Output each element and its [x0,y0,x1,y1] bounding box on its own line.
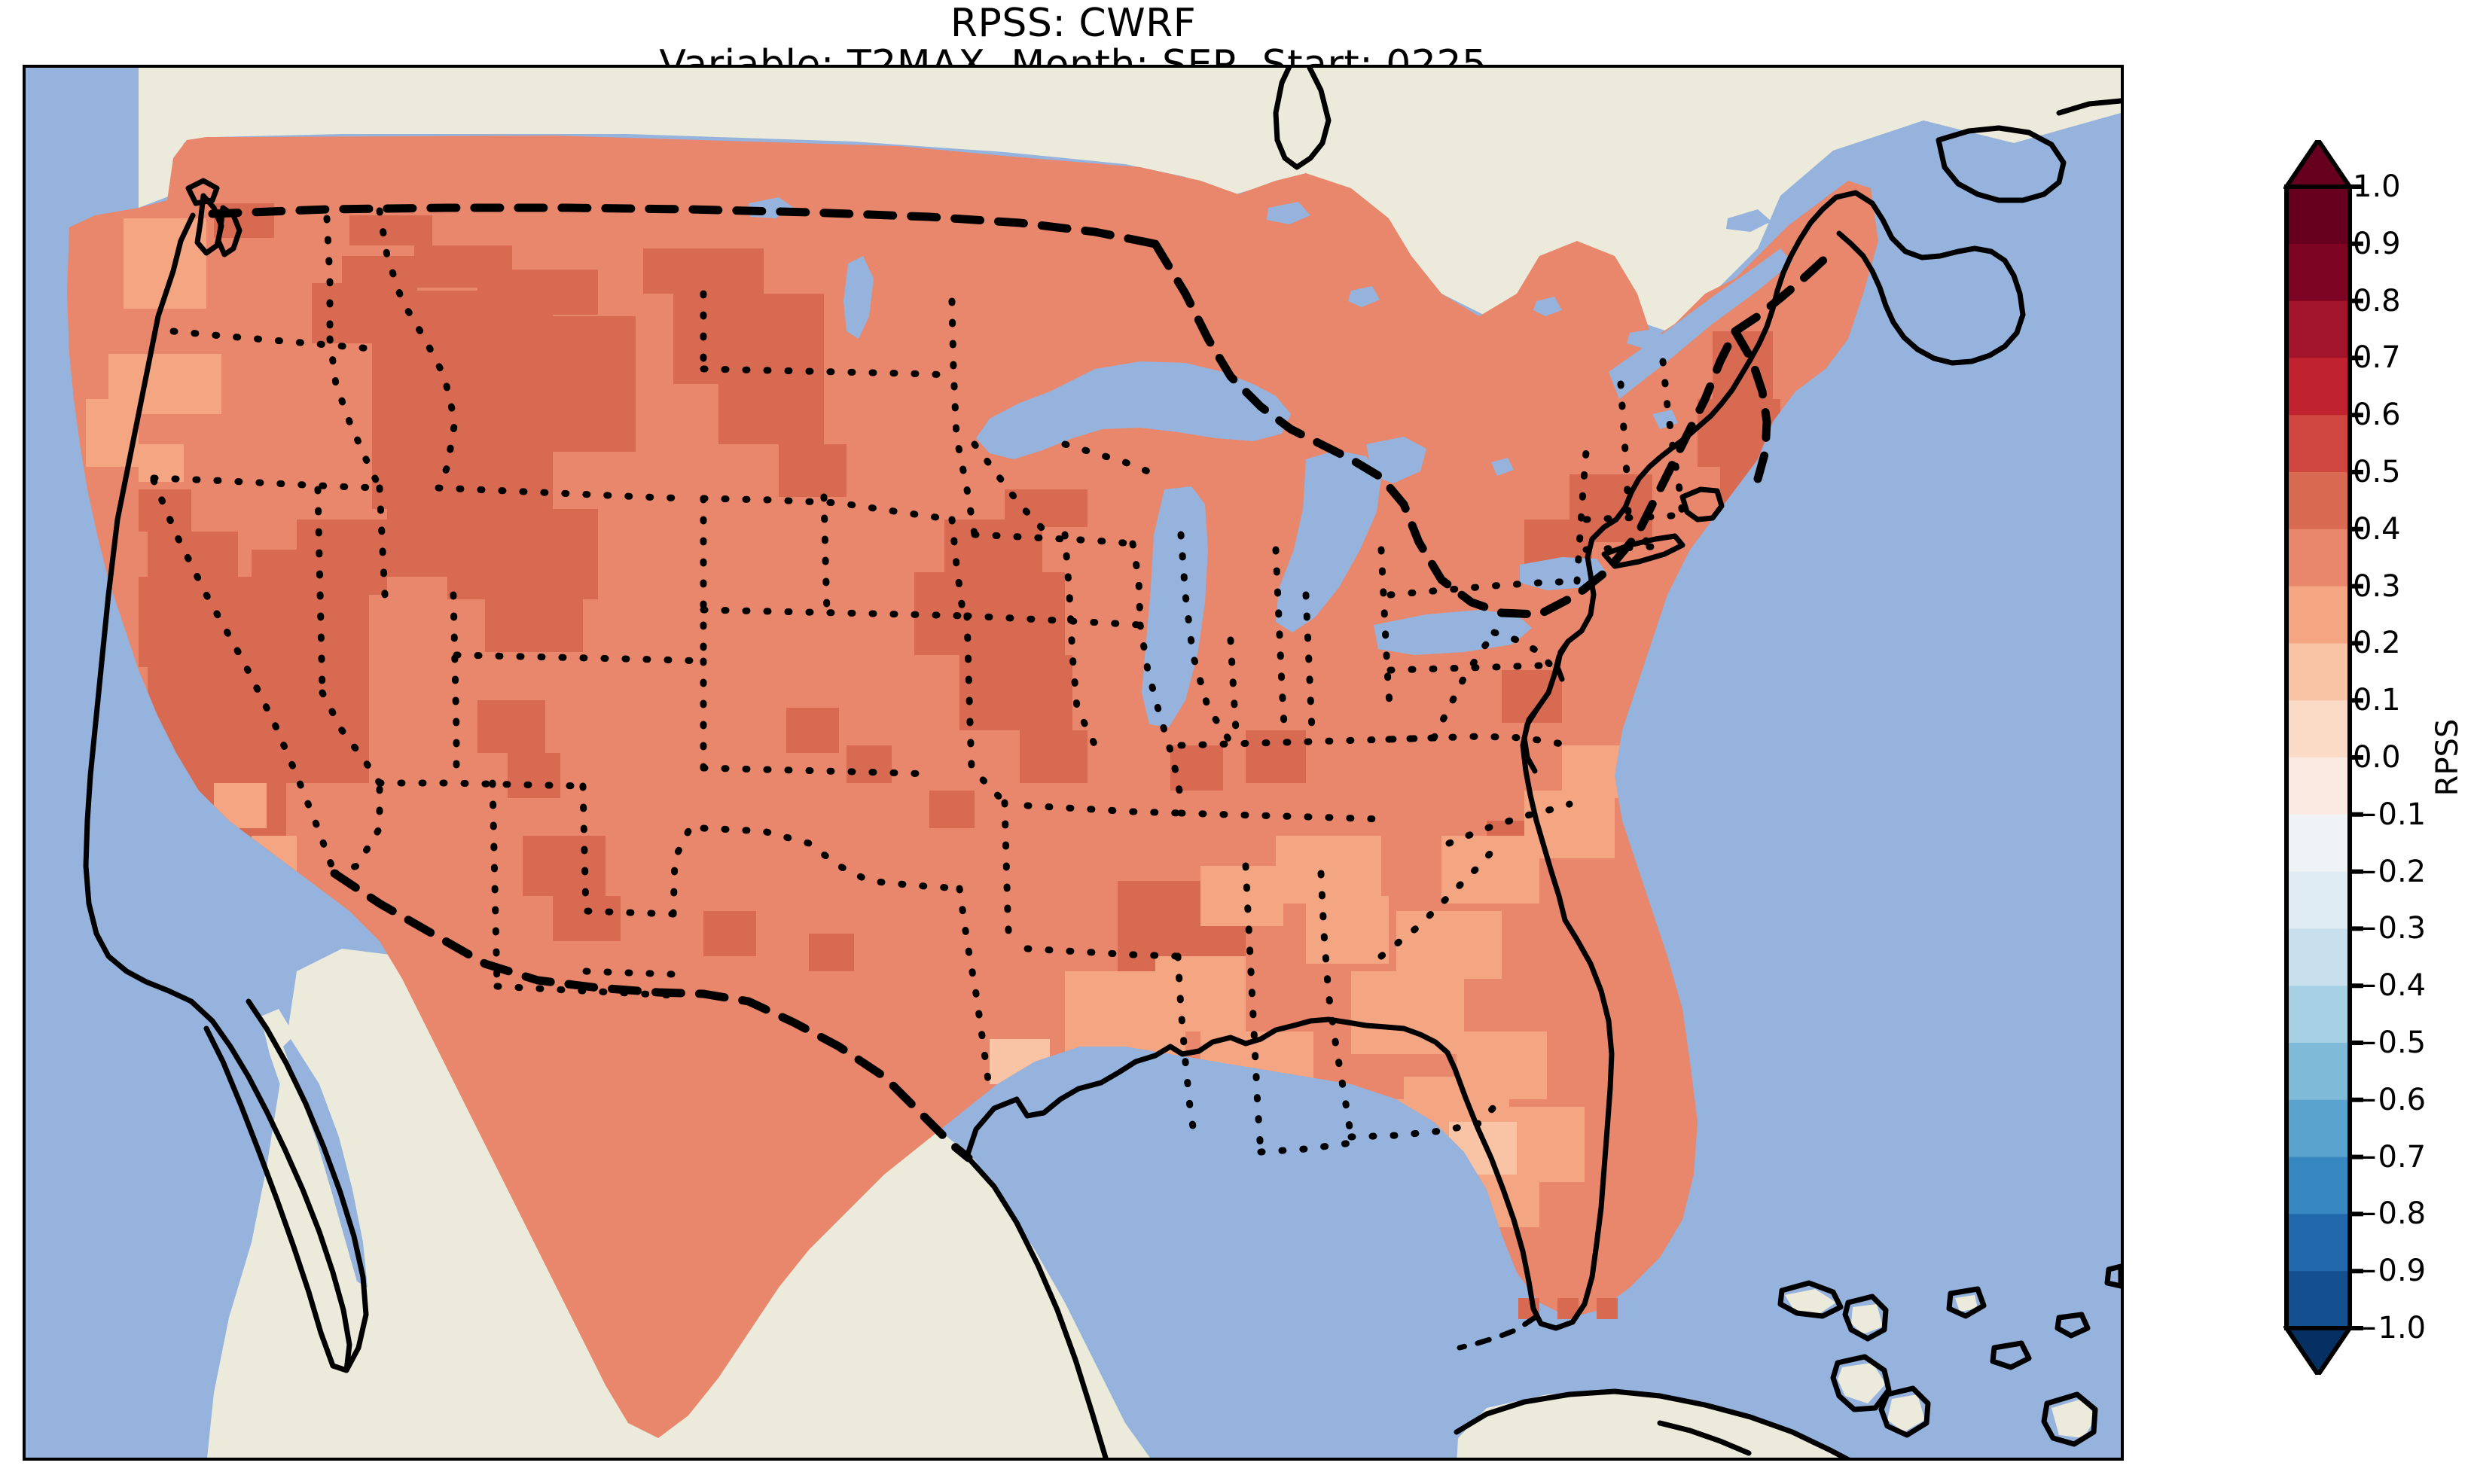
colorbar-tick-label: 1.0 [2353,169,2401,204]
map-axes[interactable] [23,65,2124,1461]
colorbar-tick-label: −0.8 [2353,1196,2427,1232]
colorbar-tick-label: 0.7 [2353,340,2401,376]
colorbar-tick-label: −0.4 [2353,968,2427,1004]
colorbar-tick-label: −0.2 [2353,854,2427,889]
colorbar-swatches [2283,140,2363,1375]
title-line-1: RPSS: CWRF [950,1,1197,46]
colorbar-tick-label: 0.3 [2353,568,2401,604]
colorbar-tick-label: 0.4 [2353,511,2401,547]
colorbar-tick-label: 0.5 [2353,455,2401,489]
colorbar-tick-label: 0.6 [2353,398,2401,433]
colorbar-tick-label: −0.5 [2353,1025,2427,1060]
colorbar[interactable]: 1.0 0.9 0.8 0.7 0.6 0.5 0.4 0.3 0.2 0.1 0.0 −0.1 −0.… [2283,140,2472,1375]
colorbar-tick-label: −0.7 [2353,1139,2427,1175]
colorbar-axis-label: RPSS [2430,718,2465,797]
colorbar-tick-label: 0.8 [2353,283,2401,318]
colorbar-tick-label: 0.9 [2353,226,2401,261]
colorbar-tick-label: −0.1 [2353,797,2427,832]
colorbar-tick-label: −0.9 [2353,1254,2427,1289]
colorbar-tick-label: −0.3 [2353,911,2427,946]
colorbar-tick-label: 0.2 [2353,626,2401,661]
rpss-map [26,68,2121,1458]
colorbar-tick-label: −1.0 [2353,1311,2427,1345]
colorbar-tick-label: 0.1 [2353,683,2401,718]
colorbar-tick-label: −0.6 [2353,1082,2427,1117]
colorbar-tick-label: 0.0 [2353,740,2401,775]
